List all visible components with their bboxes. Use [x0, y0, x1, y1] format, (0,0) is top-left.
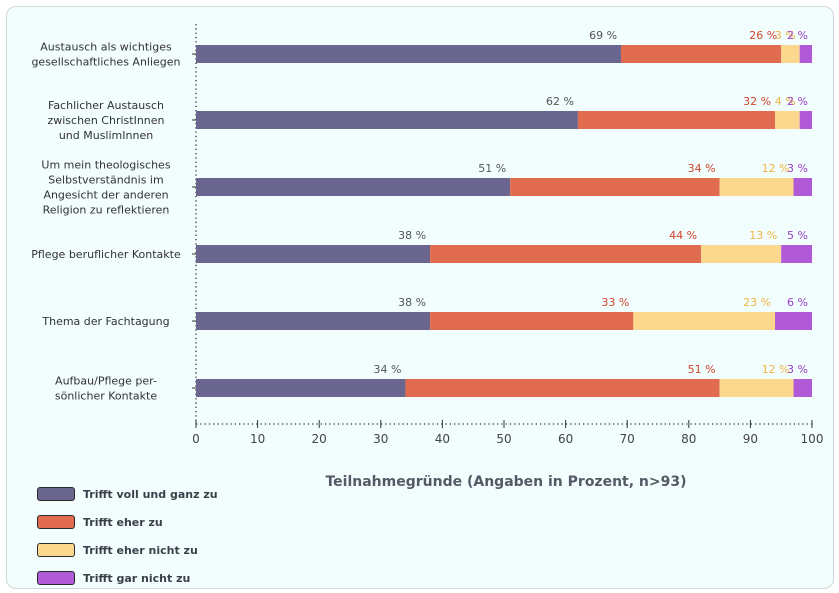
x-tick-label: 40 — [435, 432, 450, 446]
data-label: 13 % — [749, 229, 777, 242]
category-label: zwischen ChristInnen — [47, 114, 164, 127]
x-tick-label: 60 — [558, 432, 573, 446]
bar-segment — [196, 245, 431, 263]
bar-segment — [781, 45, 800, 63]
bar-segment — [196, 111, 578, 129]
legend-label: Trifft eher zu — [83, 515, 163, 529]
legend-label: Trifft eher nicht zu — [83, 543, 198, 557]
data-label: 23 % — [743, 296, 771, 309]
data-label: 38 % — [398, 229, 426, 242]
bar-segment — [196, 45, 622, 63]
data-label: 69 % — [589, 29, 617, 42]
x-tick-label: 70 — [620, 432, 635, 446]
category-label: Thema der Fachtagung — [41, 315, 169, 328]
data-label: 5 % — [787, 229, 808, 242]
bar-segment — [775, 111, 800, 129]
bar-segment — [793, 379, 812, 397]
data-label: 12 % — [762, 162, 790, 175]
data-label: 2 % — [787, 29, 808, 42]
bar-segment — [633, 312, 776, 330]
data-label: 51 % — [478, 162, 506, 175]
legend-swatch — [37, 571, 75, 585]
x-tick-label: 0 — [192, 432, 200, 446]
bar-segment — [719, 178, 794, 196]
legend-label: Trifft gar nicht zu — [83, 571, 191, 585]
data-label: 51 % — [688, 363, 716, 376]
bar-segment — [196, 312, 431, 330]
x-tick-label: 20 — [312, 432, 327, 446]
bar-segment — [799, 45, 812, 63]
data-label: 2 % — [787, 95, 808, 108]
data-label: 26 % — [749, 29, 777, 42]
bar-segment — [799, 111, 812, 129]
data-label: 4 % — [775, 95, 796, 108]
x-tick-label: 10 — [250, 432, 265, 446]
legend-label: Trifft voll und ganz zu — [83, 487, 218, 501]
bar-segment — [196, 178, 511, 196]
bar-segment — [719, 379, 794, 397]
bar-segment — [781, 245, 812, 263]
data-label: 3 % — [775, 29, 796, 42]
category-label: Selbstverständnis im — [48, 174, 163, 187]
legend-swatch — [37, 515, 75, 529]
category-label: Religion zu reflektieren — [43, 204, 170, 217]
legend-item: Trifft eher nicht zu — [37, 536, 218, 564]
legend: Trifft voll und ganz zu Trifft eher zu Tri… — [37, 480, 218, 592]
x-tick-label: 80 — [681, 432, 696, 446]
bar-segment — [430, 245, 702, 263]
x-axis-title: Teilnahmegründe (Angaben in Prozent, n>9… — [325, 474, 687, 490]
bar-segment — [430, 312, 634, 330]
x-tick-label: 30 — [373, 432, 388, 446]
data-label: 3 % — [787, 363, 808, 376]
data-label: 34 % — [688, 162, 716, 175]
data-label: 62 % — [546, 95, 574, 108]
bar-segment — [405, 379, 720, 397]
bar-segment — [621, 45, 782, 63]
x-tick-label: 50 — [496, 432, 511, 446]
bar-segment — [701, 245, 782, 263]
legend-item: Trifft gar nicht zu — [37, 564, 218, 592]
chart-frame — [6, 6, 834, 589]
data-label: 3 % — [787, 162, 808, 175]
legend-item: Trifft voll und ganz zu — [37, 480, 218, 508]
data-label: 34 % — [373, 363, 401, 376]
x-tick-label: 90 — [743, 432, 758, 446]
legend-swatch — [37, 487, 75, 501]
legend-swatch — [37, 543, 75, 557]
data-label: 32 % — [743, 95, 771, 108]
x-tick-label: 100 — [801, 432, 824, 446]
data-label: 6 % — [787, 296, 808, 309]
data-label: 38 % — [398, 296, 426, 309]
data-label: 33 % — [601, 296, 629, 309]
bar-segment — [577, 111, 776, 129]
category-label: Um mein theologisches — [41, 159, 170, 172]
category-label: Aufbau/Pflege per- — [55, 375, 157, 388]
category-label: Fachlicher Austausch — [48, 99, 164, 112]
category-label: Angesicht der anderen — [43, 189, 168, 202]
bar-segment — [510, 178, 720, 196]
bar-segment — [196, 379, 406, 397]
category-label: und MuslimInnen — [59, 129, 153, 142]
category-label: Pflege beruflicher Kontakte — [31, 248, 181, 261]
category-label: Austausch als wichtiges — [40, 41, 172, 54]
category-label: gesellschaftliches Anliegen — [31, 56, 180, 69]
bar-segment — [775, 312, 812, 330]
legend-item: Trifft eher zu — [37, 508, 218, 536]
data-label: 44 % — [669, 229, 697, 242]
bar-segment — [793, 178, 812, 196]
data-label: 12 % — [762, 363, 790, 376]
category-label: sönlicher Kontakte — [55, 390, 157, 403]
